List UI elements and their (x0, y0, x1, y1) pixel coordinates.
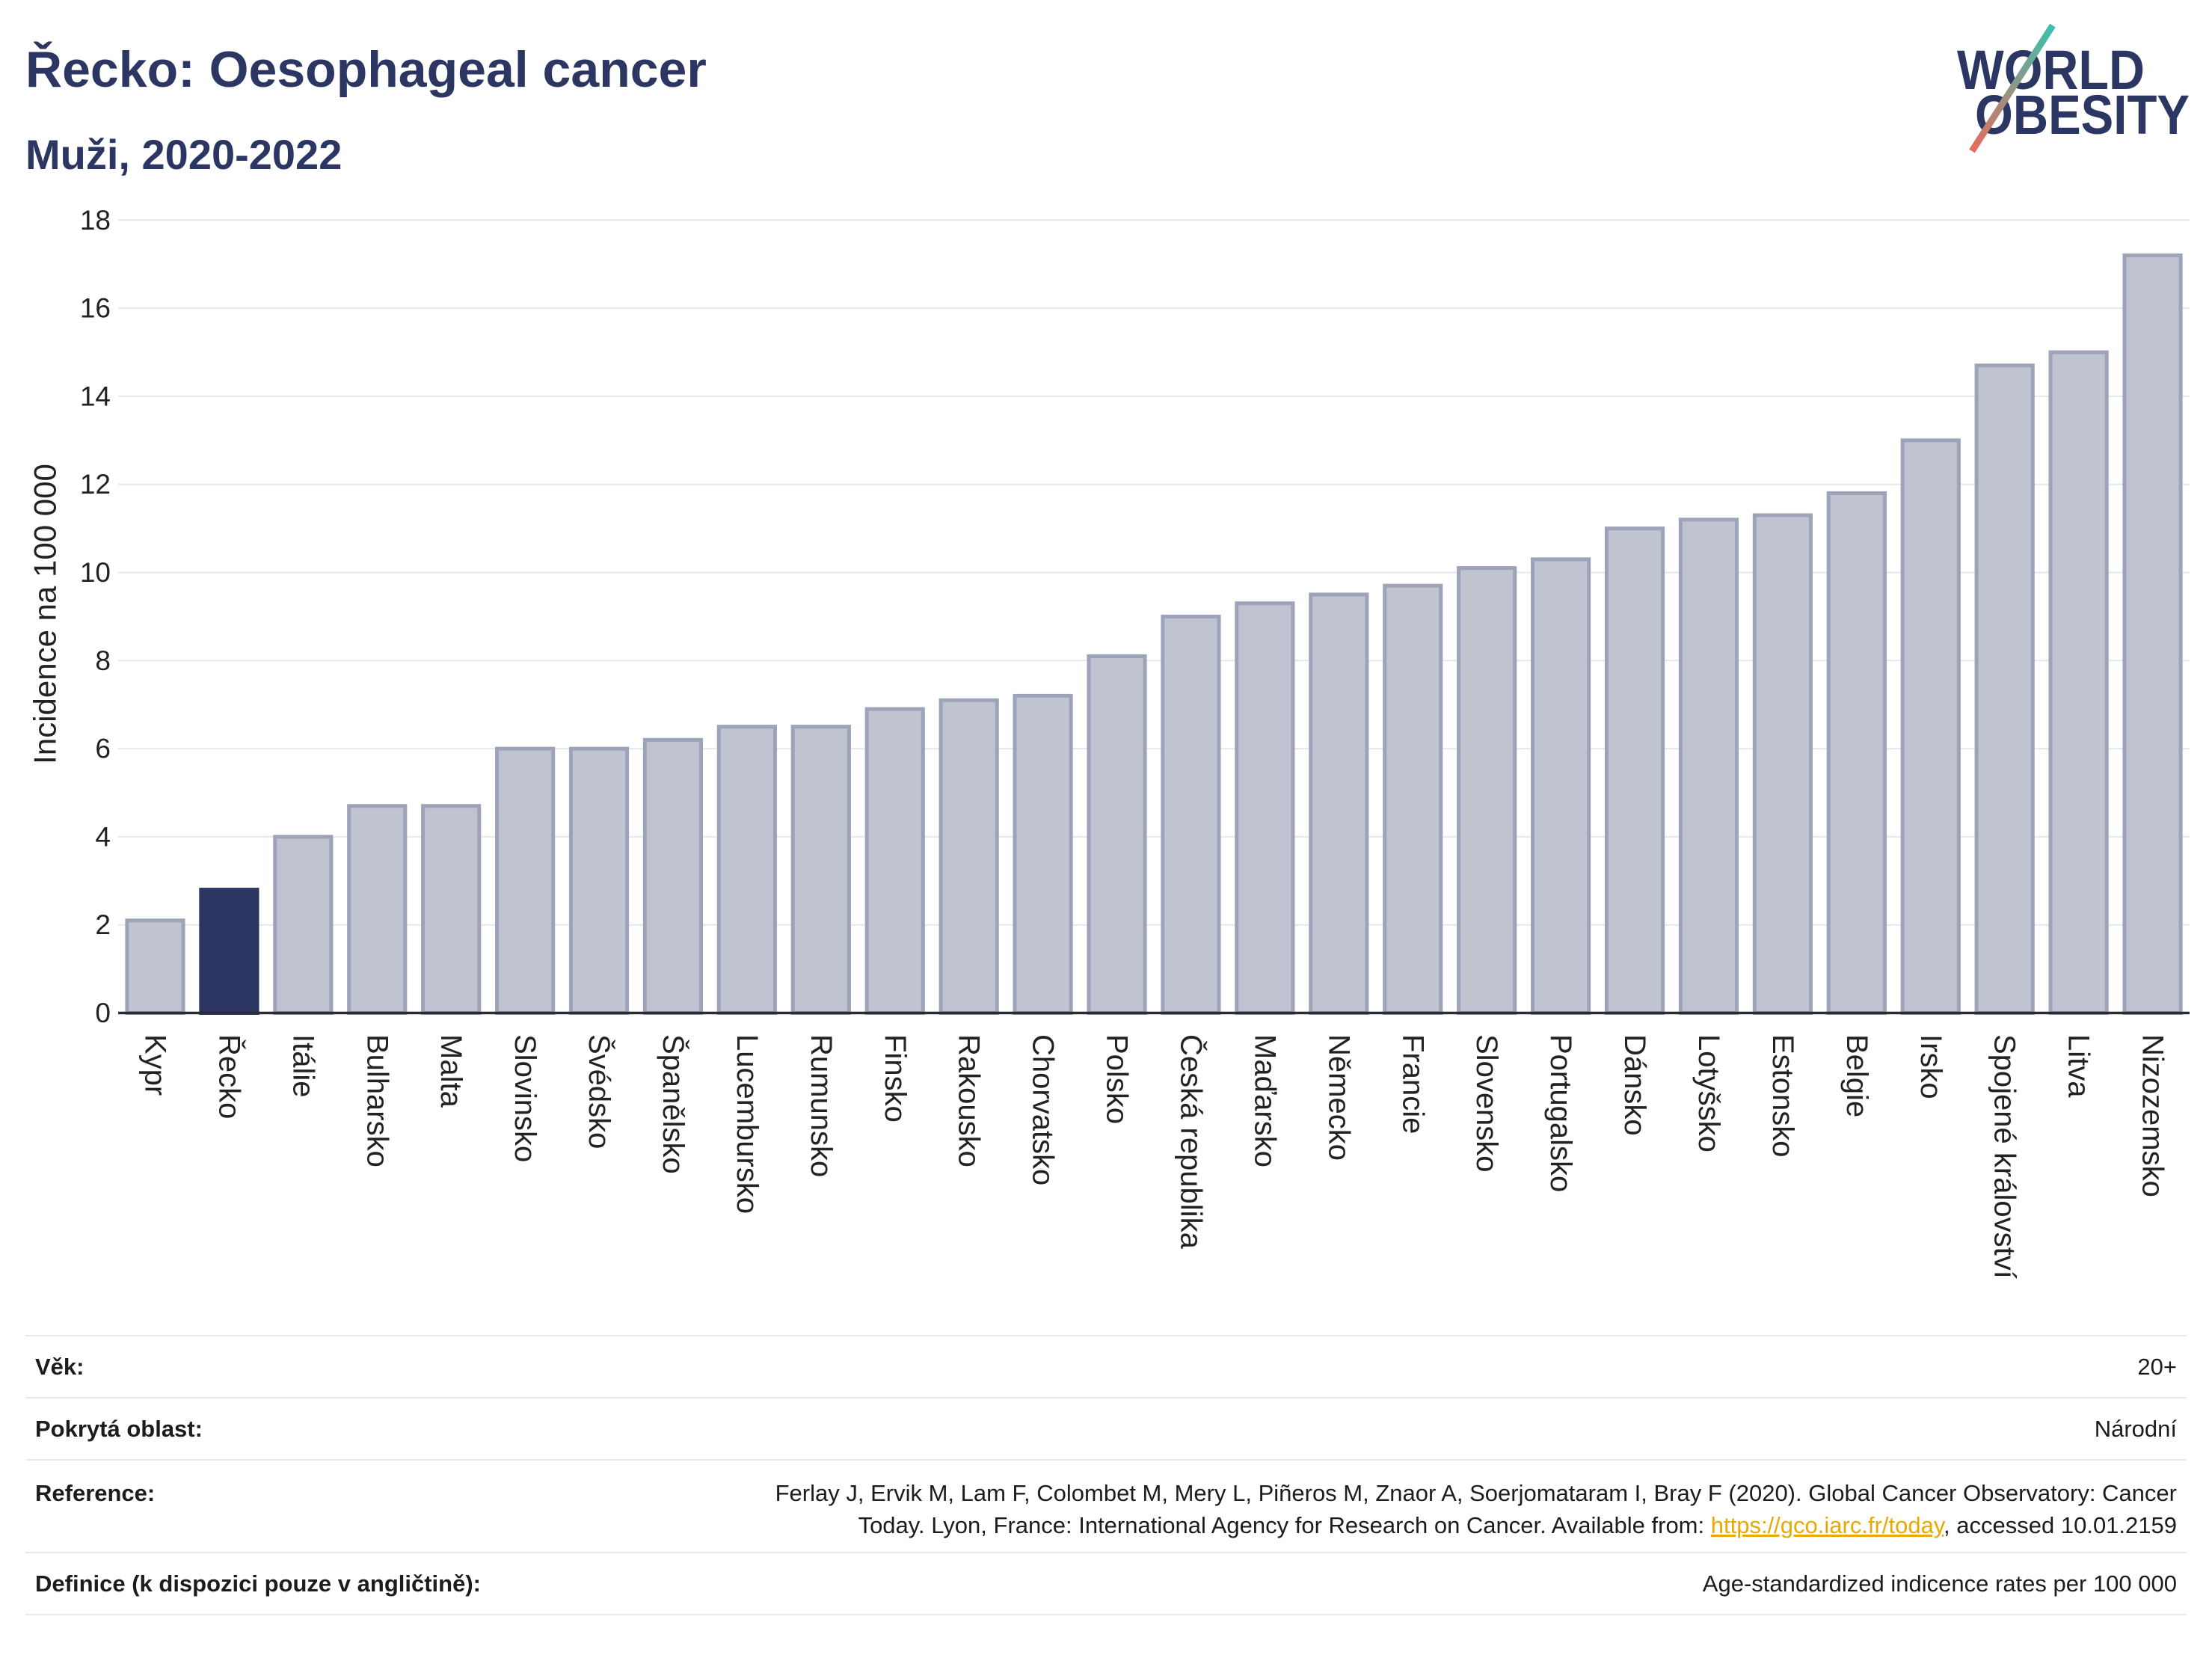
x-tick-label: Belgie (1840, 1034, 1873, 1117)
bar (2048, 350, 2109, 1015)
x-tick-label: Německo (1322, 1034, 1355, 1161)
y-tick-label: 18 (80, 205, 111, 236)
y-tick-label: 16 (80, 293, 111, 324)
info-value: Age-standardized indicence rates per 100… (1702, 1570, 2177, 1597)
bar (642, 737, 704, 1015)
bar (273, 835, 334, 1016)
y-tick-label: 2 (95, 909, 111, 940)
x-tick-label: Řecko (212, 1034, 246, 1119)
bar (864, 707, 925, 1016)
chart-title: Řecko: Oesophageal cancer (25, 41, 707, 98)
y-tick-label: 14 (80, 381, 111, 411)
x-tick-label: Estonsko (1766, 1034, 1799, 1158)
logo-slash-icon (1969, 23, 2056, 153)
reference-link[interactable]: https://gco.iarc.fr/today (1710, 1512, 1944, 1538)
x-tick-label: Lucembursko (731, 1034, 764, 1214)
x-tick-label: Slovinsko (509, 1034, 541, 1162)
x-tick-label: Itálie (286, 1034, 319, 1098)
bar (1013, 693, 1073, 1015)
info-row-coverage: Pokrytá oblast: Národní (25, 1397, 2187, 1459)
bar (1235, 601, 1295, 1015)
bars (125, 253, 2183, 1016)
bar (1457, 566, 1517, 1015)
x-tick-label: Polsko (1101, 1034, 1134, 1124)
bar (1974, 363, 2035, 1016)
info-row-definition: Definice (k dispozici pouze v angličtině… (25, 1552, 2187, 1615)
x-tick-label: Česká republika (1174, 1034, 1208, 1250)
x-tick-label: Maďarsko (1248, 1034, 1281, 1167)
logo-text-world: WORLD (1957, 39, 2145, 101)
x-tick-label: Lotyšsko (1692, 1034, 1725, 1152)
y-tick-label: 8 (95, 645, 111, 676)
x-tick-label: Finsko (879, 1034, 912, 1123)
bar (2122, 253, 2183, 1016)
chart-subtitle: Muži, 2020-2022 (25, 131, 342, 178)
info-value: 20+ (2137, 1354, 2177, 1380)
info-row-reference: Reference: Ferlay J, Ervik M, Lam F, Col… (25, 1459, 2187, 1552)
tick-labels: 0 2 4 6 8 10 12 14 16 18 Kypr Řecko Itálie Bulharsko M… (80, 205, 2169, 1279)
info-label: Pokrytá oblast: (35, 1416, 203, 1442)
y-tick-label: 12 (80, 469, 111, 500)
bar (1826, 491, 1887, 1016)
bar (716, 725, 777, 1016)
bar (1087, 654, 1147, 1015)
y-tick-label: 6 (95, 734, 111, 764)
world-obesity-logo: WORLD OBESITY (1957, 23, 2190, 153)
x-tick-label: Litva (2062, 1034, 2095, 1098)
x-tick-label: Chorvatsko (1027, 1034, 1060, 1185)
x-tick-label: Rumunsko (805, 1034, 838, 1177)
bar (347, 804, 408, 1015)
info-label: Definice (k dispozici pouze v angličtině… (35, 1570, 481, 1597)
info-row-age: Věk: 20+ (25, 1335, 2187, 1397)
bar (1752, 513, 1813, 1015)
reference-line-2: Today. Lyon, France: International Agenc… (775, 1509, 2177, 1541)
y-tick-label: 4 (95, 821, 111, 852)
x-tick-label: Malta (434, 1034, 467, 1108)
bar (1900, 438, 1961, 1015)
x-tick-label: Portugalsko (1544, 1034, 1577, 1192)
x-tick-label: Dánsko (1618, 1034, 1651, 1136)
bar (1678, 518, 1739, 1015)
x-tick-label: Nizozemsko (2136, 1034, 2169, 1197)
bar (1604, 526, 1665, 1016)
bar (1309, 592, 1369, 1015)
bar (1383, 583, 1443, 1015)
x-tick-label: Švédsko (583, 1034, 616, 1149)
bar (568, 746, 630, 1015)
reference-text-before-link: Today. Lyon, France: International Agenc… (858, 1512, 1711, 1538)
x-tick-label: Slovensko (1470, 1034, 1503, 1173)
x-tick-label: Spojené království (1988, 1034, 2021, 1279)
highlighted-bar (199, 888, 259, 1016)
x-tick-label: Rakousko (953, 1034, 986, 1167)
bar (421, 804, 482, 1015)
x-tick-label: Irsko (1914, 1034, 1947, 1099)
reference-text-after-link: , accessed 10.01.2159 (1944, 1512, 2177, 1538)
info-table: Věk: 20+ Pokrytá oblast: Národní Referen… (25, 1335, 2187, 1615)
bar (495, 746, 556, 1015)
x-tick-label: Francie (1396, 1034, 1429, 1134)
reference-text: Ferlay J, Ervik M, Lam F, Colombet M, Me… (775, 1477, 2177, 1541)
bar (938, 698, 999, 1015)
y-axis-title: Incidence na 100 000 (28, 464, 63, 764)
bar (125, 918, 185, 1015)
x-tick-label: Bulharsko (360, 1034, 393, 1167)
info-label: Věk: (35, 1354, 85, 1380)
x-tick-label: Španělsko (657, 1034, 690, 1174)
info-label: Reference: (35, 1480, 156, 1506)
bar-chart: 0 2 4 6 8 10 12 14 16 18 Kypr Řecko Itálie Bulharsko M… (28, 205, 2190, 1279)
y-tick-label: 10 (80, 557, 111, 588)
bar (790, 725, 851, 1016)
bar (1531, 557, 1591, 1015)
reference-line-1: Ferlay J, Ervik M, Lam F, Colombet M, Me… (775, 1480, 2177, 1506)
y-tick-label: 0 (95, 998, 111, 1028)
bar (1161, 614, 1221, 1015)
info-value: Národní (2094, 1416, 2177, 1442)
x-tick-label: Kypr (138, 1034, 171, 1096)
